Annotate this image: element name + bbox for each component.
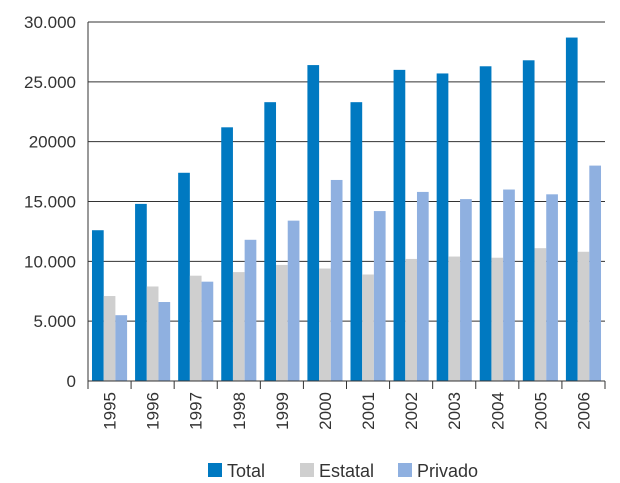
legend: Total Estatal Privado: [208, 461, 478, 481]
y-tick-label: 10.000: [24, 252, 76, 271]
bar-estatal-1998: [232, 272, 245, 381]
y-axis-tick-labels: 0 5.000 10.000 15.000 20000 25.000 30.000: [24, 13, 76, 391]
bar-estatal-2001: [362, 274, 374, 381]
x-tick-label-2006: 2006: [574, 392, 593, 430]
bar-privado-1997: [201, 281, 214, 381]
bar-total-2003: [436, 73, 449, 381]
bar-privado-2005: [546, 194, 558, 381]
bar-privado-1999: [287, 220, 300, 381]
x-tick-label-1997: 1997: [187, 392, 206, 430]
bar-estatal-2004: [491, 257, 504, 381]
y-tick-label: 20000: [29, 133, 76, 152]
x-tick-label-2002: 2002: [402, 392, 421, 430]
bar-total-2001: [350, 102, 363, 381]
y-tick-label: 30.000: [24, 13, 76, 32]
x-tick-label-2000: 2000: [316, 392, 335, 430]
bar-estatal-2000: [319, 268, 331, 381]
bar-privado-2000: [330, 179, 343, 381]
bar-total-1998: [221, 127, 233, 381]
bar-privado-2006: [589, 165, 602, 381]
bar-total-2006: [565, 37, 578, 381]
bar-privado-2003: [460, 199, 472, 381]
bar-total-2000: [307, 65, 320, 381]
bar-estatal-1996: [146, 286, 159, 381]
x-tick-label-2003: 2003: [445, 392, 464, 430]
x-tick-label-1999: 1999: [273, 392, 292, 430]
bars: [91, 37, 602, 381]
bar-privado-1998: [244, 239, 257, 381]
legend-label-estatal: Estatal: [319, 461, 374, 481]
x-tick-label-2005: 2005: [531, 392, 550, 430]
legend-swatch-total: [208, 463, 222, 477]
y-tick-label: 0: [67, 372, 76, 391]
legend-swatch-estatal: [300, 463, 314, 477]
bar-total-2002: [393, 69, 406, 381]
bar-estatal-2003: [448, 256, 461, 381]
bar-total-1999: [264, 102, 277, 381]
bar-total-1996: [135, 203, 147, 381]
x-tick-label-1998: 1998: [230, 392, 249, 430]
legend-label-total: Total: [227, 461, 265, 481]
x-tick-label-2001: 2001: [359, 392, 378, 430]
bar-privado-2004: [503, 189, 515, 381]
x-tick-label-2004: 2004: [488, 392, 507, 430]
bar-total-1997: [178, 172, 190, 381]
y-tick-label: 5.000: [33, 312, 76, 331]
bar-estatal-1999: [276, 264, 288, 381]
gridlines: [88, 21, 605, 322]
bar-privado-2001: [373, 211, 386, 381]
bar-total-2004: [479, 66, 492, 381]
bar-total-2005: [522, 60, 535, 381]
bar-total-1995: [91, 230, 104, 381]
bar-estatal-1997: [189, 275, 202, 381]
legend-swatch-privado: [398, 463, 412, 477]
axes: [87, 22, 606, 389]
bar-privado-2002: [416, 191, 429, 381]
x-axis-tick-labels: 1995 1996 1997 1998 1999 2000 2001 2002 2003 2004…: [101, 392, 594, 430]
bar-estatal-2006: [577, 251, 590, 381]
legend-label-privado: Privado: [417, 461, 478, 481]
bar-estatal-2005: [534, 248, 547, 381]
bar-estatal-1995: [103, 296, 116, 381]
x-tick-label-1995: 1995: [101, 392, 120, 430]
y-tick-label: 15.000: [24, 193, 76, 212]
bar-estatal-2002: [405, 258, 417, 381]
bar-privado-1995: [115, 315, 128, 381]
y-tick-label: 25.000: [24, 73, 76, 92]
x-tick-label-1996: 1996: [144, 392, 163, 430]
bar-privado-1996: [158, 302, 171, 381]
